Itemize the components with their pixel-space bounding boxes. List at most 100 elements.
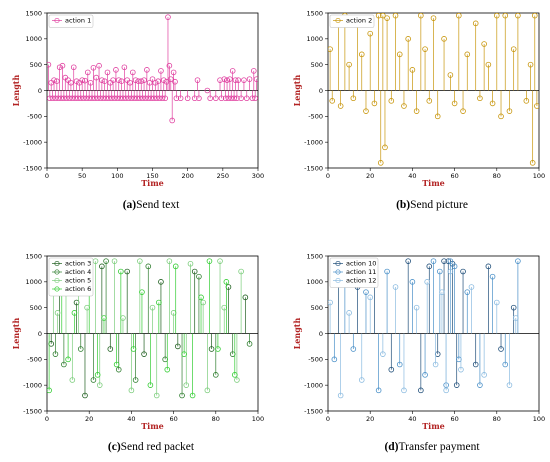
stem-marker [498, 346, 504, 352]
stem-marker [401, 387, 407, 394]
stem-marker [54, 78, 60, 84]
stem-marker [89, 95, 95, 102]
stem-marker [115, 366, 122, 373]
legend: action 2 [329, 14, 375, 28]
stem-marker [464, 289, 471, 295]
stem-marker [384, 15, 390, 21]
stem-marker [103, 258, 109, 264]
panel-caption: (d)Transfer payment [384, 441, 480, 453]
stem-marker [380, 351, 386, 357]
stem-marker [453, 382, 460, 388]
stem-marker [107, 346, 114, 352]
stem-marker [243, 95, 250, 102]
stem-marker [130, 346, 137, 352]
y-tick-label: -500 [308, 113, 323, 121]
caption-text: Send red packet [121, 441, 195, 453]
plot-area [47, 14, 258, 124]
stem-marker [56, 64, 63, 71]
stem-marker [510, 304, 517, 311]
stem-marker [169, 117, 175, 124]
stem-marker [485, 263, 492, 270]
stem-marker [139, 289, 145, 295]
stem-marker [447, 258, 454, 264]
stem-marker [73, 78, 80, 84]
stem-marker [493, 299, 500, 306]
x-tick-label: 200 [181, 172, 193, 180]
stem-marker [47, 95, 53, 102]
legend-entry: action 2 [346, 17, 372, 25]
stem-marker [515, 258, 521, 264]
stem-marker [458, 366, 464, 373]
legend-swatch-marker [54, 260, 60, 267]
x-tick-label: 100 [252, 415, 264, 423]
legend-swatch-marker [54, 286, 60, 292]
stem-marker [63, 95, 70, 102]
stem-marker [118, 268, 124, 275]
plot-area [328, 258, 539, 399]
caption-label: (b) [396, 199, 410, 211]
stem-marker [65, 356, 71, 363]
stem-marker [173, 95, 180, 102]
stem-marker [252, 95, 258, 102]
stem-marker [149, 76, 156, 82]
stem-marker [142, 95, 149, 102]
stem-marker [494, 13, 500, 19]
stem-marker [52, 95, 59, 102]
stem-marker [149, 304, 156, 311]
stem-marker [77, 346, 84, 352]
stem-marker [358, 51, 365, 58]
x-axis-label: Time [141, 421, 164, 431]
y-tick-label: 500 [30, 61, 42, 69]
y-tick-label: -1500 [23, 164, 42, 172]
y-axis-label: Length [11, 75, 21, 107]
stem-marker [382, 144, 388, 151]
caption-text: Send picture [410, 199, 468, 211]
y-tick-label: 0 [38, 87, 42, 95]
x-axis-label: Time [141, 178, 164, 188]
stem-marker [424, 279, 430, 285]
stem-marker [54, 310, 61, 316]
stem-marker [208, 346, 215, 352]
stem-marker [79, 77, 85, 83]
stem-marker [246, 76, 253, 82]
y-tick-label: 500 [311, 304, 323, 312]
x-tick-label: 0 [326, 415, 330, 423]
stem-marker [217, 258, 223, 264]
stem-marker [329, 98, 336, 104]
stem-marker [204, 387, 211, 394]
x-tick-label: 80 [212, 415, 220, 423]
stem-marker [328, 46, 333, 52]
stem-marker [481, 41, 487, 47]
stem-marker [506, 382, 513, 388]
stem-marker [68, 79, 74, 86]
stem-marker [127, 79, 133, 86]
legend-swatch-marker [335, 277, 341, 284]
stem-marker [481, 372, 487, 378]
y-tick-label: 500 [30, 304, 42, 312]
stem-marker [145, 263, 152, 270]
legend-swatch-marker [54, 269, 60, 275]
stem-marker [80, 95, 87, 102]
stem-marker [166, 258, 173, 264]
stem-marker [160, 77, 167, 83]
stem-marker [489, 100, 496, 107]
y-tick-label: 1500 [25, 252, 42, 260]
stem-marker [59, 62, 66, 69]
panel-caption: (c)Send red packet [108, 441, 195, 453]
stem-marker [177, 95, 184, 102]
stem-marker [117, 95, 123, 102]
stem-marker [451, 263, 458, 270]
legend-entry: action 1 [65, 17, 91, 25]
stem-marker [51, 77, 57, 83]
stem-marker [84, 69, 91, 76]
stem-marker [191, 95, 198, 102]
stem-marker [388, 98, 395, 104]
stem-marker [441, 36, 447, 42]
stem-marker [477, 95, 483, 102]
stem-marker [120, 95, 126, 102]
y-axis-label: Length [11, 318, 21, 350]
x-tick-label: 150 [146, 172, 158, 180]
y-tick-label: 1000 [25, 35, 42, 43]
